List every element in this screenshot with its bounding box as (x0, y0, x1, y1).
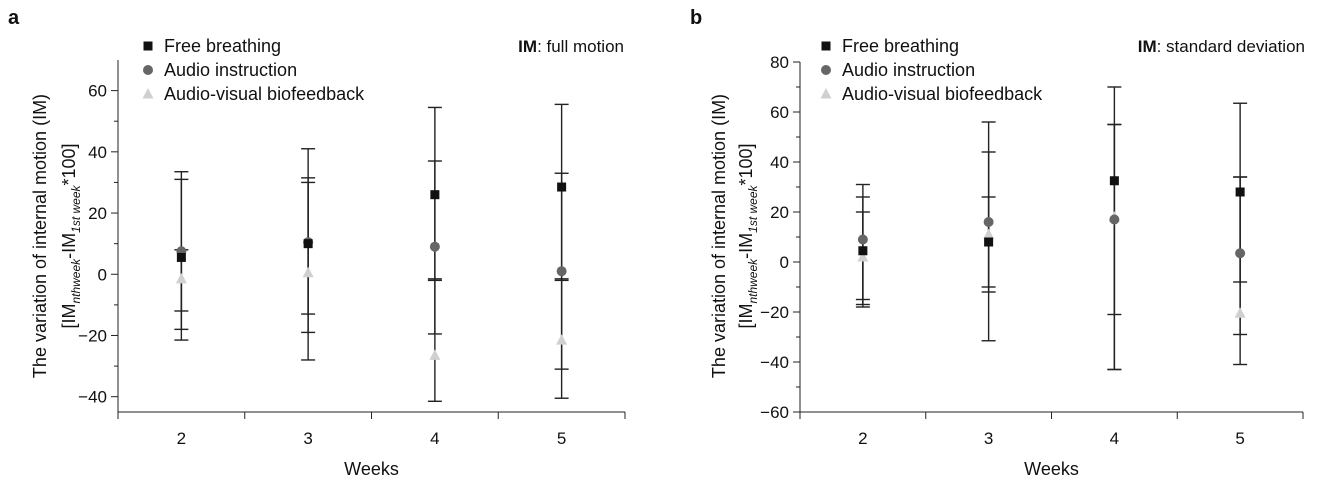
legend-label: Free breathing (164, 36, 281, 56)
data-point-square (176, 252, 186, 262)
x-tick-label: 3 (984, 429, 993, 448)
data-point-triangle (429, 349, 441, 360)
y-tick-label: −40 (760, 353, 789, 372)
data-point-triangle (983, 228, 995, 239)
y-tick-label: −40 (78, 388, 107, 407)
data-point-circle (857, 234, 868, 245)
y-tick-label: 20 (88, 204, 107, 223)
annotation-im: IM (1138, 37, 1157, 56)
y-tick-label: 40 (770, 153, 789, 172)
y-tick-label: 60 (88, 82, 107, 101)
y-axis-title-part: [IM (59, 304, 79, 329)
x-axis-title: Weeks (344, 459, 399, 479)
legend-marker-circle (821, 65, 831, 75)
y-axis-title-subscript: nthweek (746, 258, 760, 304)
y-tick-label: 0 (98, 265, 107, 284)
x-tick-label: 2 (858, 429, 867, 448)
data-point-triangle (175, 272, 187, 284)
data-point-square (557, 182, 567, 192)
legend-label: Audio instruction (842, 60, 975, 80)
data-point-triangle (556, 334, 568, 345)
data-point-square (430, 190, 440, 200)
data-point-circle (1235, 248, 1246, 259)
annotation-text: : full motion (537, 37, 624, 56)
data-point-square (1109, 176, 1119, 186)
y-tick-label: 40 (88, 143, 107, 162)
x-tick-label: 2 (177, 429, 186, 448)
data-point-triangle (302, 266, 314, 278)
y-axis-title-part: -IM (736, 233, 756, 259)
y-tick-label: 0 (780, 253, 789, 272)
y-tick-label: 60 (770, 103, 789, 122)
legend-marker-square (143, 41, 153, 51)
legend-label: Free breathing (842, 36, 959, 56)
y-tick-label: 80 (770, 53, 789, 72)
y-axis-title-part: -IM (59, 233, 79, 259)
legend-label: Audio-visual biofeedback (842, 84, 1043, 104)
data-point-square (858, 246, 868, 256)
data-point-circle (1109, 214, 1120, 225)
annotation-text: : standard deviation (1157, 37, 1305, 56)
y-axis-title-subscript: 1st week (69, 184, 83, 232)
y-axis-title-line1: The variation of internal motion (IM) (30, 94, 50, 378)
data-point-triangle (857, 251, 869, 262)
legend-label: Audio instruction (164, 60, 297, 80)
x-tick-label: 3 (303, 429, 312, 448)
x-tick-label: 5 (1235, 429, 1244, 448)
y-axis-title-part: *100] (736, 143, 756, 185)
panel-label: a (8, 7, 20, 29)
legend-label: Audio-visual biofeedback (164, 84, 365, 104)
y-axis-title-line2: [IMnthweek-IM1st week*100] (736, 143, 760, 328)
legend-marker-circle (143, 65, 153, 75)
y-axis-title-line1: The variation of internal motion (IM) (709, 94, 729, 378)
legend-marker-square (821, 41, 831, 51)
y-tick-label: 20 (770, 203, 789, 222)
y-axis-title-subscript: 1st week (746, 184, 760, 232)
y-axis-title-subscript: nthweek (69, 258, 83, 304)
data-point-square (1235, 187, 1245, 197)
data-point-circle (429, 241, 440, 252)
data-point-circle (983, 217, 994, 227)
y-tick-label: −20 (78, 326, 107, 345)
x-tick-label: 4 (1110, 429, 1119, 448)
data-point-square (984, 237, 994, 247)
y-axis-title-part: [IM (736, 304, 756, 329)
x-tick-label: 5 (557, 429, 566, 448)
data-point-circle (556, 266, 567, 277)
annotation-im: IM (518, 37, 537, 56)
legend-marker-triangle (142, 88, 154, 99)
data-point-square (303, 239, 313, 249)
x-tick-label: 4 (430, 429, 439, 448)
y-tick-label: −60 (760, 403, 789, 422)
y-axis-title-part: *100] (59, 143, 79, 185)
x-axis-title: Weeks (1024, 459, 1079, 479)
y-axis-title-line2: [IMnthweek-IM1st week*100] (59, 143, 83, 328)
panel-annotation: IM: full motion (518, 37, 624, 56)
data-point-triangle (1234, 307, 1246, 318)
legend-marker-triangle (820, 88, 832, 99)
panel-annotation: IM: standard deviation (1138, 37, 1305, 56)
y-tick-label: −20 (760, 303, 789, 322)
panel-label: b (690, 7, 702, 29)
